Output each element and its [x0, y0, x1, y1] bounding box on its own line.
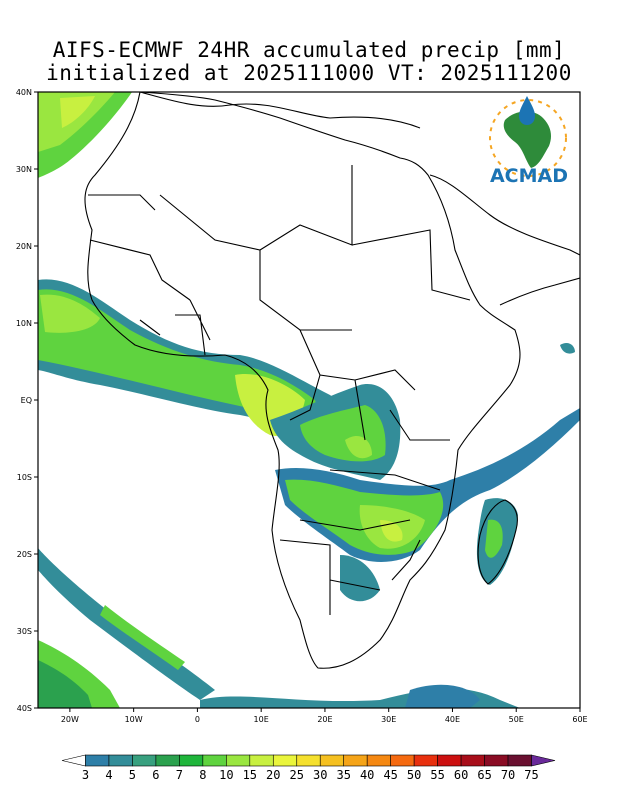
colorbar-label: 40: [360, 768, 374, 782]
colorbar-swatch: [484, 754, 509, 767]
colorbar-swatch: [296, 754, 321, 767]
colorbar-label: 7: [176, 768, 183, 782]
colorbar-swatch: [343, 754, 368, 767]
lat-tick-label: 30S: [17, 627, 32, 636]
colorbar-swatch: [249, 754, 274, 767]
colorbar-label: 8: [199, 768, 206, 782]
colorbar-swatch: [85, 754, 110, 767]
lat-tick-label: 20N: [16, 242, 32, 251]
longitude-ticks: 20W 10W 0 10E 20E 30E 40E 50E 60E: [61, 708, 588, 724]
lon-tick-label: 50E: [509, 715, 524, 724]
lat-tick-label: 30N: [16, 165, 32, 174]
colorbar-swatch: [437, 754, 462, 767]
colorbar-swatch: [507, 754, 532, 767]
colorbar-label: 15: [243, 768, 257, 782]
lat-tick-label: EQ: [21, 396, 32, 405]
lat-tick-label: 10S: [17, 473, 32, 482]
colorbar-label: 60: [454, 768, 468, 782]
logo-text: ACMAD: [490, 165, 568, 187]
lon-tick-label: 20E: [317, 715, 332, 724]
colorbar-swatch: [155, 754, 180, 767]
colorbar-swatch: [460, 754, 485, 767]
colorbar-label: 65: [477, 768, 491, 782]
lat-tick-label: 40N: [16, 88, 32, 97]
colorbar-label: 25: [290, 768, 304, 782]
colorbar-swatch: [132, 754, 157, 767]
colorbar-label: 20: [266, 768, 280, 782]
colorbar-swatch: [61, 754, 86, 767]
colorbar-label: 4: [105, 768, 112, 782]
africa-map-raindrop-logo: ACMAD: [489, 96, 568, 187]
coastlines: [84, 92, 580, 669]
colorbar-label: 50: [407, 768, 421, 782]
colorbar-swatch: [531, 754, 556, 767]
lat-tick-label: 20S: [17, 550, 32, 559]
colorbar-label: 55: [430, 768, 444, 782]
colorbar-label: 35: [336, 768, 350, 782]
map-title-line1: AIFS-ECMWF 24HR accumulated precip [mm]: [52, 38, 566, 62]
latitude-ticks: 40N 30N 20N 10N EQ 10S 20S 30S 40S: [16, 88, 38, 713]
colorbar-label: 30: [313, 768, 327, 782]
precip-colorbar: 3 4 5 6 7 8 10 15 20 25 30 35 40 45 50 55 60 65 70 75: [61, 754, 556, 782]
colorbar-swatch: [366, 754, 391, 767]
lon-tick-label: 60E: [572, 715, 587, 724]
lon-tick-label: 10W: [125, 715, 143, 724]
lon-tick-label: 40E: [445, 715, 460, 724]
lon-tick-label: 10E: [254, 715, 269, 724]
lat-tick-label: 40S: [17, 704, 32, 713]
colorbar-swatch: [413, 754, 438, 767]
map-title-line2: initialized at 2025111000 VT: 2025111200: [46, 61, 572, 85]
colorbar-label: 45: [383, 768, 397, 782]
lon-tick-label: 0: [195, 715, 200, 724]
colorbar-swatch: [390, 754, 415, 767]
lon-tick-label: 30E: [381, 715, 396, 724]
colorbar-swatch: [202, 754, 227, 767]
colorbar-label: 3: [82, 768, 89, 782]
colorbar-label: 5: [129, 768, 136, 782]
lat-tick-label: 10N: [16, 319, 32, 328]
colorbar-label: 70: [501, 768, 515, 782]
colorbar-label: 6: [152, 768, 159, 782]
colorbar-swatch: [179, 754, 204, 767]
colorbar-swatch: [319, 754, 345, 767]
colorbar-label: 10: [219, 768, 233, 782]
colorbar-swatch: [226, 754, 251, 767]
lon-tick-label: 20W: [61, 715, 79, 724]
colorbar-label: 75: [524, 768, 538, 782]
colorbar-swatch: [272, 754, 298, 767]
colorbar-swatch: [108, 754, 133, 767]
